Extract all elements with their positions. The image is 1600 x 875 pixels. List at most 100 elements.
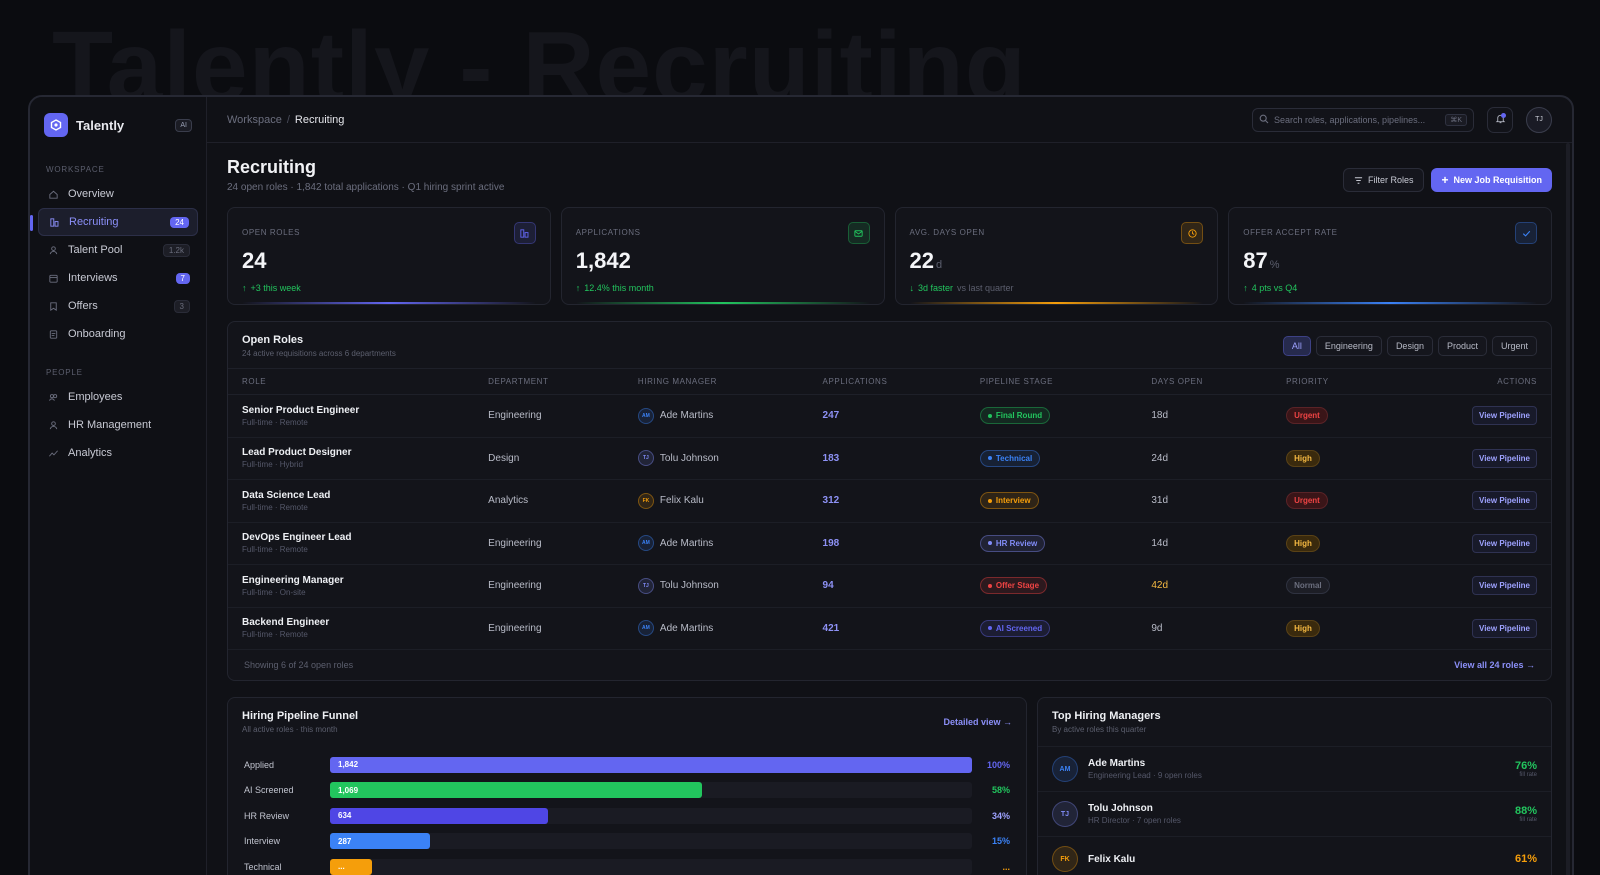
view-pipeline-button[interactable]: View Pipeline [1472,491,1537,511]
hiring-manager: FK Felix Kalu [637,492,795,509]
priority-cell: Urgent [1272,479,1394,523]
people-section-label: PEOPLE [46,368,83,377]
view-pipeline-button[interactable]: View Pipeline [1472,533,1537,553]
role-title[interactable]: Backend Engineer [242,617,330,629]
search-input[interactable] [1274,114,1446,125]
funnel-bar: 287 [330,833,430,850]
new-job-requisition-button[interactable]: + New Job Requisition [1431,168,1552,192]
manager-info: Felix Kalu [1088,854,1515,865]
stat-delta-text: 3d faster [918,283,954,293]
role-title[interactable]: Engineering Manager [242,574,344,586]
manager-list-item[interactable]: TJ Tolu Johnson HR Director · 7 open roles… [1038,791,1551,836]
funnel-track: ... [330,858,972,875]
sidebar-item-employees[interactable]: Employees [38,383,198,411]
page-title: Recruiting [227,157,317,177]
funnel-row-interview: Interview 287 15% [228,829,1026,855]
notifications-button[interactable] [1487,106,1513,133]
breadcrumb-separator: / [286,113,290,126]
main-scrollbar[interactable] [1566,143,1570,875]
sidebar-item-recruiting[interactable]: Recruiting 24 [30,208,198,236]
funnel-detailed-view-link[interactable]: Detailed view → [943,717,1012,727]
manager-name: Felix Kalu [659,495,704,507]
filter-roles-button[interactable]: Filter Roles [1342,168,1425,192]
sidebar-item-talent-pool[interactable]: Talent Pool 1.2k [38,236,198,264]
actions-cell: View Pipeline [1393,394,1551,438]
stage-label: AI Screened [995,623,1043,633]
applications-count[interactable]: 94 [808,564,966,608]
sidebar-item-offers[interactable]: Offers 3 [38,292,198,320]
days-open-cell: 24d [1137,437,1273,480]
funnel-track: 1,842 [330,756,972,773]
clipboard-icon [46,327,60,341]
filter-chip-all[interactable]: All [1282,336,1311,356]
user-shield-icon [46,418,60,432]
table-row[interactable]: DevOps Engineer Lead Full-time · Remote En… [228,522,1551,565]
table-row[interactable]: Engineering Manager Full-time · On-site En… [228,564,1551,608]
role-filter-group: All Engineering Design Product Urgent [1278,336,1537,356]
priority-cell: Normal [1272,564,1394,608]
column-header-department: DEPARTMENT [474,368,624,395]
funnel-row-applied: Applied 1,842 100% [228,752,1026,778]
applications-count[interactable]: 312 [808,479,966,523]
applications-count[interactable]: 421 [808,607,966,650]
filter-chip-product[interactable]: Product [1437,336,1487,356]
role-title[interactable]: Data Science Lead [242,489,331,501]
view-pipeline-button[interactable]: View Pipeline [1472,618,1537,638]
sidebar-item-hr-management[interactable]: HR Management [38,411,198,439]
main-area: Workspace/Recruiting ⌘K TJ Recr [207,97,1572,875]
role-title[interactable]: Senior Product Engineer [242,404,360,416]
actions-cell: View Pipeline [1393,522,1551,565]
stat-label: OPEN ROLES [242,228,301,237]
filter-chip-urgent[interactable]: Urgent [1491,336,1537,356]
funnel-bar-count: 634 [338,811,352,821]
arrow-up-icon: ↑ [1243,283,1248,293]
manager-name: Tolu Johnson [659,452,719,464]
funnel-stage-label: Interview [244,836,281,847]
sidebar-item-label: HR Management [68,419,152,431]
funnel-bar: 1,069 [330,782,703,799]
manager-avatar: FK [1052,846,1078,872]
hiring-manager: TJ Tolu Johnson [637,577,795,594]
stat-card-offer-accept-rate: OFFER ACCEPT RATE 87% ↑ 4 pts vs Q4 [1228,207,1552,305]
sidebar-item-onboarding[interactable]: Onboarding [38,320,198,348]
applications-count[interactable]: 247 [808,394,966,438]
search-box[interactable]: ⌘K [1252,107,1474,132]
view-all-roles-link[interactable]: View all 24 roles → [1454,660,1535,670]
department-cell: Design [474,437,624,480]
arrow-up-icon: ↑ [575,283,581,293]
open-roles-table: ROLE DEPARTMENT HIRING MANAGER APPLICATIONS… [228,368,1551,650]
manager-fill-rate: 76% fill rate [1515,760,1537,778]
role-cell: Lead Product Designer Full-time · Hybrid [228,437,475,480]
sidebar-item-overview[interactable]: Overview [38,180,198,208]
manager-meta: Engineering Lead · 9 open roles [1088,771,1202,780]
plus-icon: + [1441,173,1449,187]
table-row[interactable]: Senior Product Engineer Full-time · Remot… [228,394,1551,438]
manager-list-item[interactable]: AM Ade Martins Engineering Lead · 9 open r… [1038,746,1551,791]
sidebar-item-interviews[interactable]: Interviews 7 [38,264,198,292]
brand[interactable]: Talently AI [38,111,198,155]
applications-count[interactable]: 198 [808,522,966,565]
table-row[interactable]: Lead Product Designer Full-time · Hybrid D… [228,437,1551,480]
filter-chip-design[interactable]: Design [1386,336,1433,356]
breadcrumb-root[interactable]: Workspace [227,113,282,126]
applications-count[interactable]: 183 [808,437,966,480]
stage-label: Final Round [995,411,1043,421]
stat-label: APPLICATIONS [575,228,641,237]
sidebar-item-analytics[interactable]: Analytics [38,439,198,467]
table-row[interactable]: Backend Engineer Full-time · Remote Engine… [228,607,1551,650]
user-avatar[interactable]: TJ [1526,106,1552,133]
manager-avatar: AM [637,407,654,424]
view-pipeline-button[interactable]: View Pipeline [1472,448,1537,468]
users-icon [46,390,60,404]
table-row[interactable]: Data Science Lead Full-time · Remote Analy… [228,479,1551,523]
role-title[interactable]: Lead Product Designer [242,447,352,459]
open-roles-subtitle: 24 active requisitions across 6 departme… [242,349,396,358]
stat-number: 87 [1243,248,1268,273]
stat-unit: % [1269,259,1280,271]
view-pipeline-button[interactable]: View Pipeline [1472,576,1537,596]
open-roles-card: Open Roles 24 active requisitions across… [227,321,1552,681]
role-title[interactable]: DevOps Engineer Lead [242,532,352,544]
view-pipeline-button[interactable]: View Pipeline [1472,406,1537,426]
filter-chip-engineering[interactable]: Engineering [1315,336,1382,356]
manager-list-item[interactable]: FK Felix Kalu 61% [1038,836,1551,875]
